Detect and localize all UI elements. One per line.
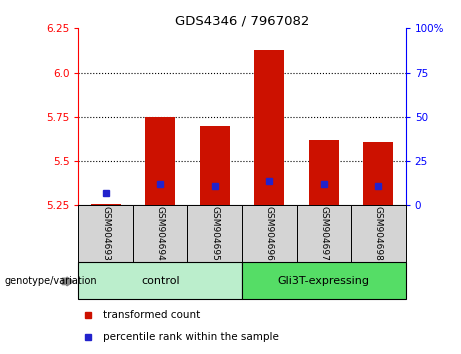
Bar	[296, 205, 351, 262]
Bar	[242, 262, 406, 299]
Bar	[188, 205, 242, 262]
Text: GSM904695: GSM904695	[210, 206, 219, 261]
Bar	[145, 117, 175, 205]
Text: control: control	[141, 275, 179, 286]
Text: transformed count: transformed count	[103, 310, 200, 320]
Bar	[242, 205, 296, 262]
Bar	[133, 205, 188, 262]
Bar	[363, 142, 393, 205]
Text: genotype/variation: genotype/variation	[5, 276, 97, 286]
Text: GSM904697: GSM904697	[319, 206, 328, 261]
FancyArrow shape	[62, 277, 74, 286]
Text: GSM904696: GSM904696	[265, 206, 274, 261]
Bar	[309, 140, 339, 205]
Text: GSM904694: GSM904694	[156, 206, 165, 261]
Title: GDS4346 / 7967082: GDS4346 / 7967082	[175, 14, 309, 27]
Bar	[254, 50, 284, 205]
Text: Gli3T-expressing: Gli3T-expressing	[278, 275, 370, 286]
Bar	[351, 205, 406, 262]
Text: percentile rank within the sample: percentile rank within the sample	[103, 332, 279, 342]
Bar	[91, 204, 121, 205]
Text: GSM904698: GSM904698	[374, 206, 383, 261]
Bar	[78, 262, 242, 299]
Text: GSM904693: GSM904693	[101, 206, 110, 261]
Bar	[200, 126, 230, 205]
Bar	[78, 205, 133, 262]
